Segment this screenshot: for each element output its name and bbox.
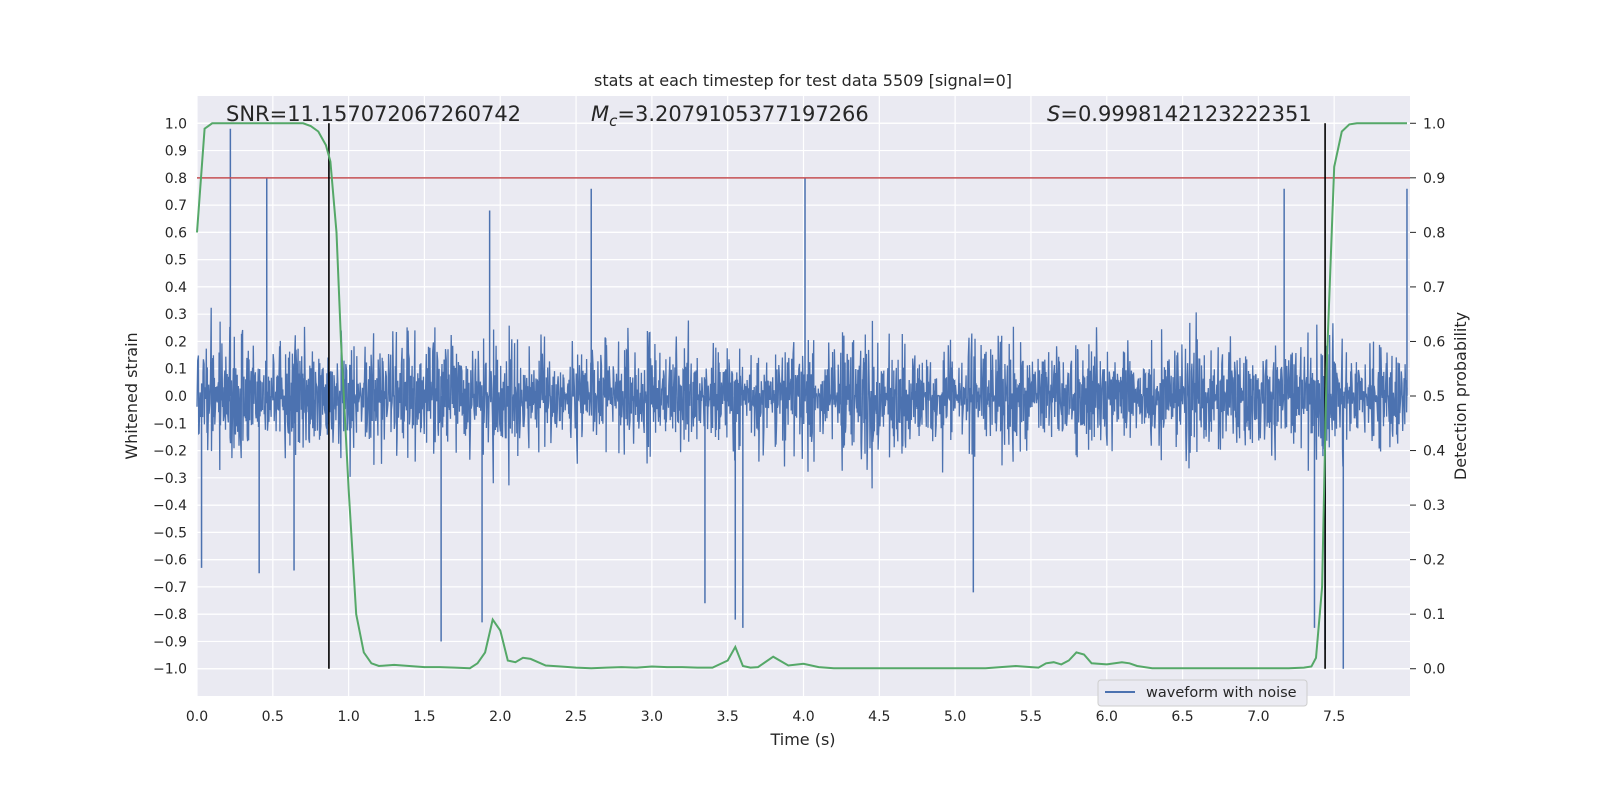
y-tick-label: 0.8: [165, 171, 187, 187]
y-axis-label: Whitened strain: [122, 332, 141, 459]
s-symbol: S: [1047, 102, 1060, 126]
y2-tick-labels: 1.0 0.9 0.8 0.7 0.6 0.5 0.4 0.3 0.2 0.1 0.0: [1410, 116, 1445, 678]
x-tick-label: 5.5: [1020, 709, 1042, 725]
x-tick-label: 1.5: [413, 709, 435, 725]
y2-tick-label: 0.6: [1423, 334, 1445, 350]
x-tick-label: 6.0: [1096, 709, 1118, 725]
x-axis-label: Time (s): [769, 730, 835, 749]
x-tick-label: 4.0: [792, 709, 814, 725]
y-tick-label: −0.7: [153, 580, 187, 596]
y2-tick-label: 0.1: [1423, 607, 1445, 623]
y-tick-label: 0.1: [165, 362, 187, 378]
x-tick-label: 5.0: [944, 709, 966, 725]
detection-probability-line: [196, 122, 1407, 670]
y-tick-label: −0.5: [153, 525, 187, 541]
y-tick-label: −0.6: [153, 553, 187, 569]
mc-value: =3.2079105377197266: [617, 102, 868, 126]
legend-label: waveform with noise: [1146, 685, 1297, 701]
chirp-mass-annotation: Mc=3.2079105377197266: [591, 102, 869, 130]
y2-tick-label: 1.0: [1423, 116, 1445, 132]
snr-annotation: SNR=11.157072067260742: [226, 102, 521, 126]
y2-tick-label: 0.3: [1423, 498, 1445, 514]
y-tick-label: 0.7: [165, 198, 187, 214]
y-tick-label: 0.0: [165, 389, 187, 405]
y-tick-label: 0.9: [165, 144, 187, 160]
score-annotation: S=0.9998142123222351: [1047, 102, 1312, 126]
y-tick-label: 0.5: [165, 253, 187, 269]
y-tick-label: −0.9: [153, 634, 187, 650]
s-value: =0.9998142123222351: [1060, 102, 1311, 126]
x-tick-label: 3.0: [641, 709, 663, 725]
y-tick-label: 0.3: [165, 307, 187, 323]
x-tick-label: 0.0: [186, 709, 208, 725]
legend: waveform with noise: [1097, 679, 1308, 707]
y-tick-label: 1.0: [165, 116, 187, 132]
legend-box: [1097, 679, 1308, 707]
y-tick-label: 0.2: [165, 334, 187, 350]
y-tick-label: −0.1: [153, 416, 187, 432]
y2-tick-label: 0.9: [1423, 171, 1445, 187]
y2-axis-label: Detection probability: [1451, 312, 1470, 480]
y-tick-label: 0.6: [165, 225, 187, 241]
probability-series: [196, 122, 1410, 670]
y2-tick-label: 0.2: [1423, 553, 1445, 569]
y2-tick-label: 0.7: [1423, 280, 1445, 296]
y-tick-label: −0.8: [153, 607, 187, 623]
y2-tick-label: 0.8: [1423, 225, 1445, 241]
x-tick-label: 2.0: [489, 709, 511, 725]
x-tick-label: 7.5: [1323, 709, 1345, 725]
y2-tick-label: 0.0: [1423, 662, 1445, 678]
x-tick-labels: 0.0 0.5 1.0 1.5 2.0 2.5 3.0 3.5 4.0 4.5 5.0 5.5 6.0 6…: [186, 709, 1345, 725]
y-tick-label: −0.4: [153, 498, 187, 514]
chart-title: stats at each timestep for test data 550…: [594, 71, 1012, 90]
x-tick-label: 3.5: [717, 709, 739, 725]
y-tick-label: −0.3: [153, 471, 187, 487]
x-tick-label: 4.5: [868, 709, 890, 725]
y2-tick-label: 0.4: [1423, 444, 1445, 460]
x-tick-label: 0.5: [262, 709, 284, 725]
x-tick-label: 6.5: [1171, 709, 1193, 725]
y-tick-labels: 1.0 0.9 0.8 0.7 0.6 0.5 0.4 0.3 0.2 0.1 0.0 −0.1 −0.…: [153, 116, 187, 677]
y2-tick-label: 0.5: [1423, 389, 1445, 405]
strain-waveform-line: [196, 307, 1408, 489]
y-tick-label: −1.0: [153, 662, 187, 678]
x-tick-label: 2.5: [565, 709, 587, 725]
mc-subscript: c: [609, 112, 618, 130]
x-tick-label: 7.0: [1247, 709, 1269, 725]
y-tick-label: −0.2: [153, 444, 187, 460]
y-tick-label: 0.4: [165, 280, 187, 296]
x-tick-label: 1.0: [337, 709, 359, 725]
mc-symbol: M: [591, 102, 609, 126]
